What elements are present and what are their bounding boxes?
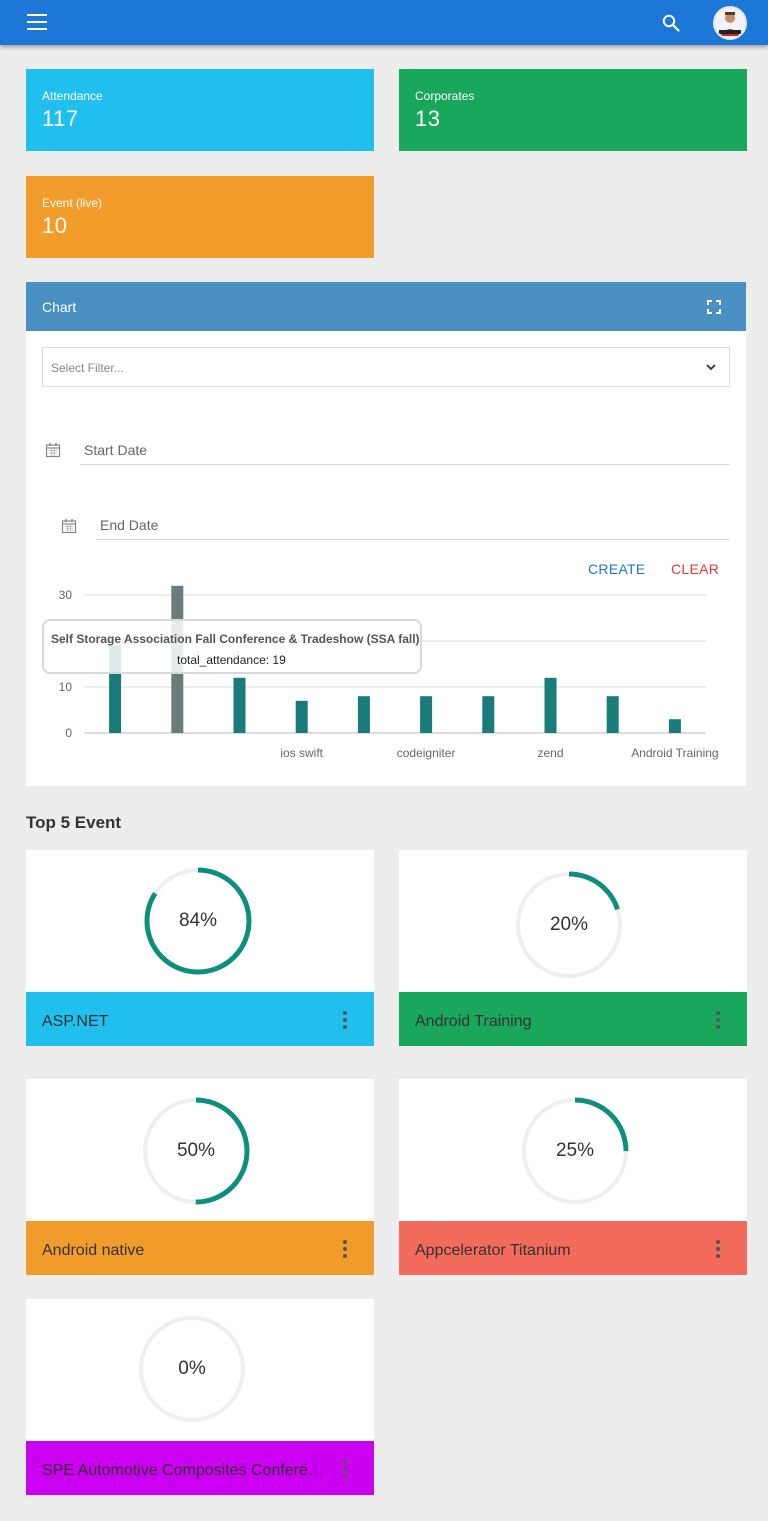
- chart-bar[interactable]: [606, 696, 619, 733]
- more-options-icon[interactable]: [342, 1460, 348, 1478]
- filter-placeholder: Select Filter...: [51, 361, 124, 375]
- event-percent: 50%: [176, 1140, 216, 1161]
- y-tick-label: 10: [59, 680, 73, 694]
- progress-ring-fill: [515, 871, 623, 979]
- event-card-footer: ASP.NET: [26, 992, 374, 1046]
- x-tick-label: ios swift: [280, 746, 323, 760]
- end-date-input[interactable]: End Date: [96, 512, 730, 540]
- chart-tooltip: Self Storage Association Fall Conference…: [42, 619, 422, 674]
- event-card[interactable]: 50% Android native: [26, 1079, 374, 1275]
- chart-bar[interactable]: [668, 719, 681, 733]
- more-options-icon[interactable]: [715, 1011, 721, 1029]
- chart-bar[interactable]: [357, 696, 370, 733]
- avatar-icon: [719, 12, 741, 36]
- progress-ring-fill: [521, 1097, 629, 1205]
- top-app-bar: [0, 0, 768, 45]
- stat-label: Corporates: [415, 89, 475, 103]
- stat-label: Event (live): [42, 196, 103, 210]
- filter-select[interactable]: Select Filter...: [42, 347, 730, 387]
- x-tick-label: codeigniter: [397, 746, 456, 760]
- more-options-icon[interactable]: [715, 1240, 721, 1258]
- stat-card-attendance[interactable]: Attendance 117: [26, 69, 374, 151]
- chart-card-title: Chart: [42, 299, 77, 315]
- progress-ring-fill: [144, 867, 252, 975]
- tooltip-title: Self Storage Association Fall Conference…: [51, 632, 420, 646]
- event-percent: 25%: [555, 1140, 595, 1161]
- chevron-down-icon: [706, 364, 716, 371]
- event-card-footer: Android Training: [399, 992, 747, 1046]
- calendar-icon[interactable]: [45, 442, 61, 458]
- stat-label: Attendance: [42, 89, 103, 103]
- stat-card-corporates[interactable]: Corporates 13: [399, 69, 747, 151]
- event-card[interactable]: 20% Android Training: [399, 850, 747, 1046]
- chart-bar[interactable]: [482, 696, 495, 733]
- event-percent: 84%: [178, 910, 218, 931]
- y-tick-label: 30: [59, 588, 73, 602]
- x-tick-label: Android Training: [631, 746, 718, 760]
- event-name: Appcelerator Titanium: [415, 1242, 571, 1259]
- x-tick-label: zend: [537, 746, 563, 760]
- tooltip-value: total_attendance: 19: [177, 653, 286, 667]
- event-name: Android native: [42, 1242, 145, 1259]
- event-percent: 0%: [178, 1358, 206, 1379]
- stat-card-event-live[interactable]: Event (live) 10: [26, 176, 374, 258]
- progress-ring: [144, 867, 252, 975]
- event-name: Android Training: [415, 1013, 532, 1030]
- event-name: SPE Automotive Composites Conference: [42, 1462, 327, 1479]
- chart-bar[interactable]: [420, 696, 433, 733]
- progress-ring: [515, 871, 623, 979]
- event-percent: 20%: [549, 914, 589, 935]
- top-events-title: Top 5 Event: [26, 813, 122, 832]
- event-card[interactable]: 0% SPE Automotive Composites Conference: [26, 1299, 374, 1495]
- event-name: ASP.NET: [42, 1013, 109, 1030]
- chart-bar[interactable]: [233, 677, 246, 733]
- progress-ring-fill: [142, 1097, 250, 1205]
- progress-ring: [521, 1097, 629, 1205]
- event-card-footer: SPE Automotive Composites Conference: [26, 1441, 374, 1495]
- more-options-icon[interactable]: [342, 1011, 348, 1029]
- event-card-footer: Appcelerator Titanium: [399, 1221, 747, 1275]
- progress-ring: [142, 1097, 250, 1205]
- progress-ring: [138, 1315, 246, 1423]
- create-button[interactable]: CREATE: [588, 561, 646, 577]
- chart-card-header: Chart: [26, 282, 746, 331]
- chart-bar[interactable]: [295, 700, 308, 733]
- menu-icon[interactable]: [27, 14, 47, 30]
- chart-bar[interactable]: [544, 677, 557, 733]
- event-card[interactable]: 84% ASP.NET: [26, 850, 374, 1046]
- stat-value: 13: [415, 106, 441, 131]
- stat-value: 10: [42, 213, 68, 238]
- clear-button[interactable]: CLEAR: [671, 561, 720, 577]
- fullscreen-icon[interactable]: [707, 300, 721, 314]
- more-options-icon[interactable]: [342, 1240, 348, 1258]
- calendar-icon[interactable]: [61, 518, 77, 534]
- chart-card: Chart Select Filter... Start Date End Da…: [26, 282, 746, 786]
- y-tick-label: 0: [65, 726, 72, 740]
- event-card-footer: Android native: [26, 1221, 374, 1275]
- start-date-input[interactable]: Start Date: [80, 437, 730, 465]
- stat-value: 117: [42, 106, 79, 131]
- progress-ring-track: [139, 1316, 245, 1422]
- avatar[interactable]: [713, 6, 747, 40]
- search-icon[interactable]: [662, 14, 680, 32]
- event-card[interactable]: 25% Appcelerator Titanium: [399, 1079, 747, 1275]
